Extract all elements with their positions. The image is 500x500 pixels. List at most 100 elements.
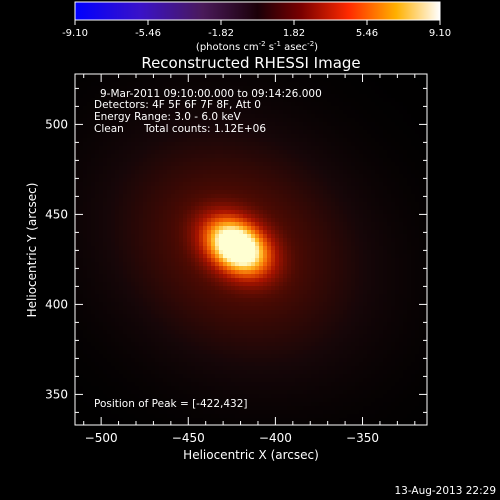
heatmap-cell bbox=[95, 210, 99, 214]
heatmap-cell bbox=[223, 146, 227, 150]
heatmap-cell bbox=[403, 90, 407, 94]
heatmap-cell bbox=[103, 246, 107, 250]
heatmap-cell bbox=[355, 106, 359, 110]
heatmap-cell bbox=[331, 258, 335, 262]
heatmap-cell bbox=[303, 110, 307, 114]
heatmap-cell bbox=[367, 178, 371, 182]
heatmap-cell bbox=[339, 102, 343, 106]
heatmap-cell bbox=[267, 98, 271, 102]
heatmap-cell bbox=[127, 222, 131, 226]
heatmap-cell bbox=[267, 194, 271, 198]
heatmap-cell bbox=[87, 142, 91, 146]
heatmap-cell bbox=[139, 138, 143, 142]
heatmap-cell bbox=[119, 106, 123, 110]
heatmap-cell bbox=[83, 198, 87, 202]
heatmap-cell bbox=[175, 234, 179, 238]
heatmap-cell bbox=[191, 262, 195, 266]
heatmap-cell bbox=[255, 82, 259, 86]
heatmap-cell bbox=[255, 90, 259, 94]
heatmap-cell bbox=[87, 238, 91, 242]
heatmap-cell bbox=[255, 298, 259, 302]
heatmap-cell bbox=[363, 146, 367, 150]
heatmap-cell bbox=[119, 270, 123, 274]
heatmap-cell bbox=[79, 262, 83, 266]
heatmap-cell bbox=[83, 262, 87, 266]
heatmap-cell bbox=[291, 294, 295, 298]
heatmap-cell bbox=[407, 162, 411, 166]
heatmap-cell bbox=[135, 182, 139, 186]
heatmap-cell bbox=[247, 74, 251, 78]
heatmap-cell bbox=[179, 226, 183, 230]
heatmap-cell bbox=[103, 202, 107, 206]
heatmap-cell bbox=[239, 286, 243, 290]
heatmap-cell bbox=[87, 226, 91, 230]
heatmap-cell bbox=[159, 170, 163, 174]
heatmap-cell bbox=[383, 214, 387, 218]
heatmap-cell bbox=[79, 266, 83, 270]
heatmap-cell bbox=[139, 274, 143, 278]
heatmap-cell bbox=[171, 230, 175, 234]
heatmap-cell bbox=[143, 118, 147, 122]
heatmap-cell bbox=[291, 270, 295, 274]
heatmap-cell bbox=[359, 282, 363, 286]
heatmap-cell bbox=[107, 146, 111, 150]
heatmap-cell bbox=[407, 210, 411, 214]
heatmap-cell bbox=[235, 110, 239, 114]
heatmap-cell bbox=[139, 234, 143, 238]
heatmap-cell bbox=[295, 258, 299, 262]
heatmap-cell bbox=[423, 206, 427, 210]
heatmap-cell bbox=[203, 146, 207, 150]
heatmap-cell bbox=[419, 178, 423, 182]
heatmap-cell bbox=[315, 142, 319, 146]
heatmap-cell bbox=[251, 198, 255, 202]
heatmap-cell bbox=[195, 90, 199, 94]
heatmap-cell bbox=[115, 110, 119, 114]
heatmap-cell bbox=[211, 166, 215, 170]
heatmap-cell bbox=[223, 262, 227, 266]
heatmap-cell bbox=[143, 206, 147, 210]
heatmap-cell bbox=[387, 274, 391, 278]
heatmap-cell bbox=[171, 242, 175, 246]
heatmap-cell bbox=[167, 146, 171, 150]
heatmap-cell bbox=[91, 278, 95, 282]
heatmap-cell bbox=[371, 98, 375, 102]
heatmap-cell bbox=[411, 222, 415, 226]
heatmap-cell bbox=[343, 126, 347, 130]
heatmap-cell bbox=[151, 230, 155, 234]
heatmap-cell bbox=[219, 78, 223, 82]
heatmap-cell bbox=[155, 82, 159, 86]
heatmap-cell bbox=[287, 182, 291, 186]
heatmap-cell bbox=[203, 150, 207, 154]
heatmap-cell bbox=[247, 134, 251, 138]
heatmap-cell bbox=[391, 174, 395, 178]
heatmap-cell bbox=[227, 286, 231, 290]
heatmap-cell bbox=[199, 286, 203, 290]
heatmap-cell bbox=[87, 282, 91, 286]
heatmap-cell bbox=[263, 90, 267, 94]
heatmap-cell bbox=[271, 226, 275, 230]
heatmap-cell bbox=[379, 118, 383, 122]
heatmap-cell bbox=[243, 134, 247, 138]
heatmap-cell bbox=[371, 282, 375, 286]
heatmap-cell bbox=[235, 214, 239, 218]
heatmap-cell bbox=[283, 142, 287, 146]
heatmap-cell bbox=[119, 146, 123, 150]
heatmap-cell bbox=[411, 142, 415, 146]
heatmap-cell bbox=[75, 210, 79, 214]
heatmap-cell bbox=[295, 242, 299, 246]
heatmap-cell bbox=[319, 170, 323, 174]
heatmap-cell bbox=[187, 118, 191, 122]
heatmap-cell bbox=[147, 298, 151, 302]
heatmap-cell bbox=[187, 74, 191, 78]
heatmap-cell bbox=[399, 282, 403, 286]
heatmap-cell bbox=[259, 226, 263, 230]
heatmap-cell bbox=[179, 146, 183, 150]
heatmap-cell bbox=[367, 110, 371, 114]
heatmap-cell bbox=[419, 218, 423, 222]
heatmap-cell bbox=[227, 182, 231, 186]
heatmap-cell bbox=[355, 174, 359, 178]
heatmap-cell bbox=[391, 94, 395, 98]
heatmap-cell bbox=[195, 186, 199, 190]
heatmap-cell bbox=[383, 74, 387, 78]
heatmap-cell bbox=[395, 154, 399, 158]
